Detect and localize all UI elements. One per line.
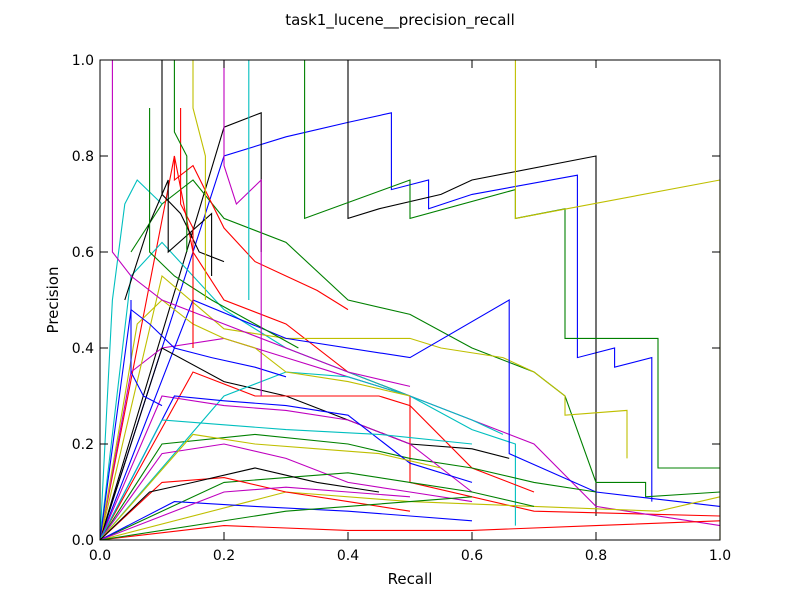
series-line-28 <box>99 419 473 541</box>
series-line-21 <box>99 179 163 541</box>
series-line-19 <box>99 443 473 541</box>
y-tick-label: 0.0 <box>72 533 94 549</box>
y-tick-label: 0.8 <box>72 149 94 165</box>
series-line-11 <box>99 347 510 541</box>
series-line-5 <box>130 179 721 498</box>
y-tick-label: 0.6 <box>72 245 94 261</box>
y-tick-label: 0.2 <box>72 437 94 453</box>
series-line-0 <box>99 112 653 541</box>
series-line-13 <box>99 433 597 541</box>
series-line-38 <box>173 60 188 252</box>
series-line-9 <box>99 274 628 541</box>
x-tick-label: 0.8 <box>585 548 607 564</box>
x-axis-label: Recall <box>388 570 433 588</box>
y-axis: 0.0 0.2 0.4 0.6 0.8 1.0 <box>72 53 720 549</box>
series-line-31 <box>99 501 473 541</box>
y-axis-label: Precision <box>44 267 62 334</box>
series-line-12 <box>99 371 535 541</box>
series-line-15 <box>99 395 473 541</box>
series-line-16 <box>99 491 721 541</box>
series-line-10 <box>99 299 721 541</box>
series-line-32 <box>99 486 411 541</box>
series-line-41 <box>99 467 380 541</box>
plot-lines <box>99 59 721 541</box>
series-line-34 <box>161 60 225 263</box>
series-line-23 <box>173 156 349 311</box>
series-line-20 <box>99 472 535 541</box>
series-line-35 <box>223 60 262 396</box>
chart-title: task1_lucene__precision_recall <box>285 11 515 30</box>
series-line-30 <box>99 433 442 541</box>
series-line-3 <box>304 60 720 469</box>
x-tick-label: 0.2 <box>213 548 235 564</box>
x-tick-label: 0.4 <box>337 548 359 564</box>
series-line-14 <box>99 371 504 541</box>
x-tick-label: 0.0 <box>89 548 111 564</box>
series-line-18 <box>99 520 721 541</box>
series-line-40 <box>130 300 163 407</box>
series-line-22 <box>124 179 213 301</box>
series-line-33 <box>99 496 473 541</box>
plot-frame <box>99 59 721 541</box>
x-tick-label: 1.0 <box>709 548 731 564</box>
x-axis: 0.0 0.2 0.4 0.6 0.8 1.0 <box>89 60 731 564</box>
y-tick-label: 1.0 <box>72 53 94 69</box>
x-tick-label: 0.6 <box>461 548 483 564</box>
y-tick-label: 0.4 <box>72 341 94 357</box>
series-line-17 <box>99 395 473 541</box>
series-line-24 <box>99 299 411 541</box>
series-line-37 <box>192 60 206 300</box>
